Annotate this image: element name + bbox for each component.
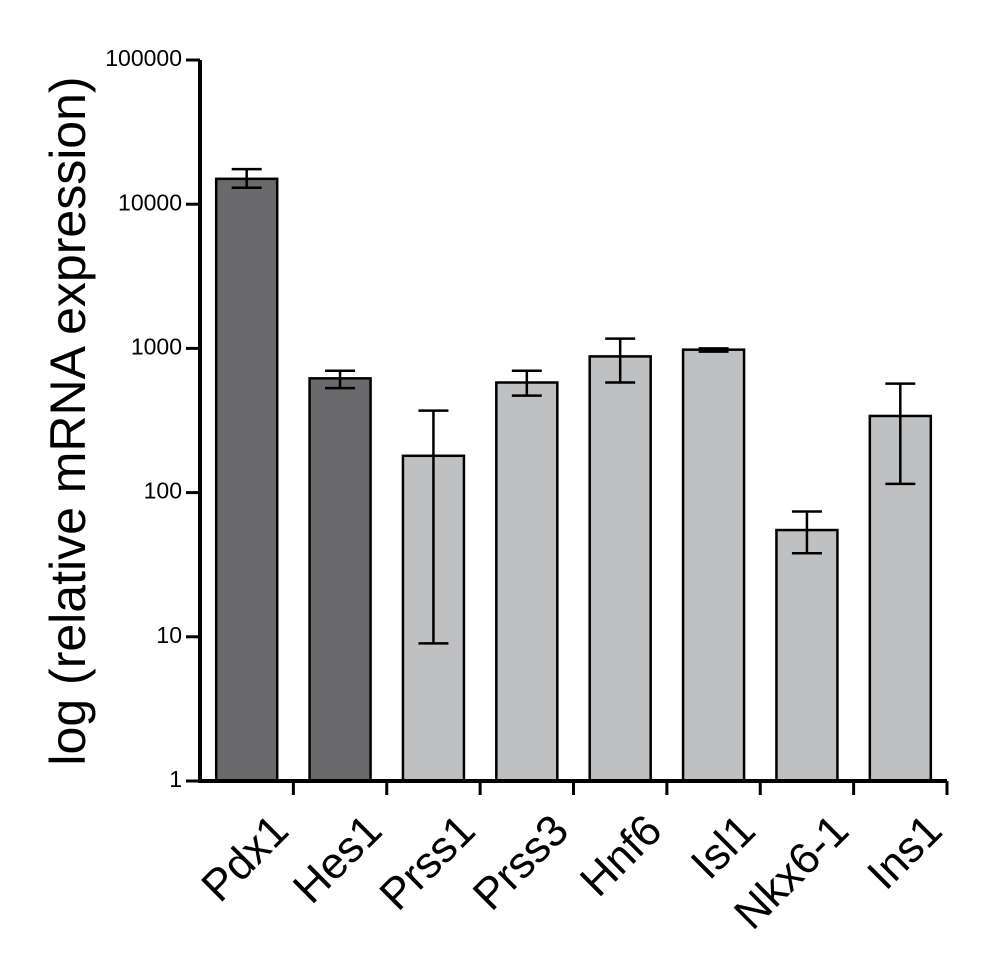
x-tick-label-ins1: Ins1 — [858, 805, 951, 898]
y-tick-label: 100 — [144, 478, 182, 504]
x-tick-label-hes1: Hes1 — [284, 805, 391, 912]
bar-nkx6-1 — [775, 528, 839, 783]
bar-isl1 — [681, 348, 746, 783]
x-tick-label-hnf6: Hnf6 — [571, 805, 671, 905]
y-tick-label: 10 — [156, 622, 182, 648]
error-bars-group — [231, 167, 916, 645]
bar-pdx1 — [214, 177, 279, 783]
y-ticks-group: 1 10 100 1000 10000 100000 — [105, 45, 200, 792]
y-tick-label: 1000 — [131, 333, 182, 359]
bar-hnf6 — [588, 355, 652, 783]
y-tick-label: 100000 — [105, 45, 182, 71]
bars-group — [214, 177, 933, 783]
y-tick-label: 1 — [169, 766, 182, 792]
x-tick-label-prss3: Prss3 — [464, 805, 578, 919]
bar-prss3 — [495, 381, 559, 783]
y-axis-label: log (relative mRNA expression) — [40, 76, 96, 765]
x-tick-label-pdx1: Pdx1 — [192, 805, 298, 911]
y-tick-label: 10000 — [118, 189, 182, 215]
bar-hes1 — [308, 377, 372, 783]
x-tick-label-prss1: Prss1 — [370, 805, 484, 919]
